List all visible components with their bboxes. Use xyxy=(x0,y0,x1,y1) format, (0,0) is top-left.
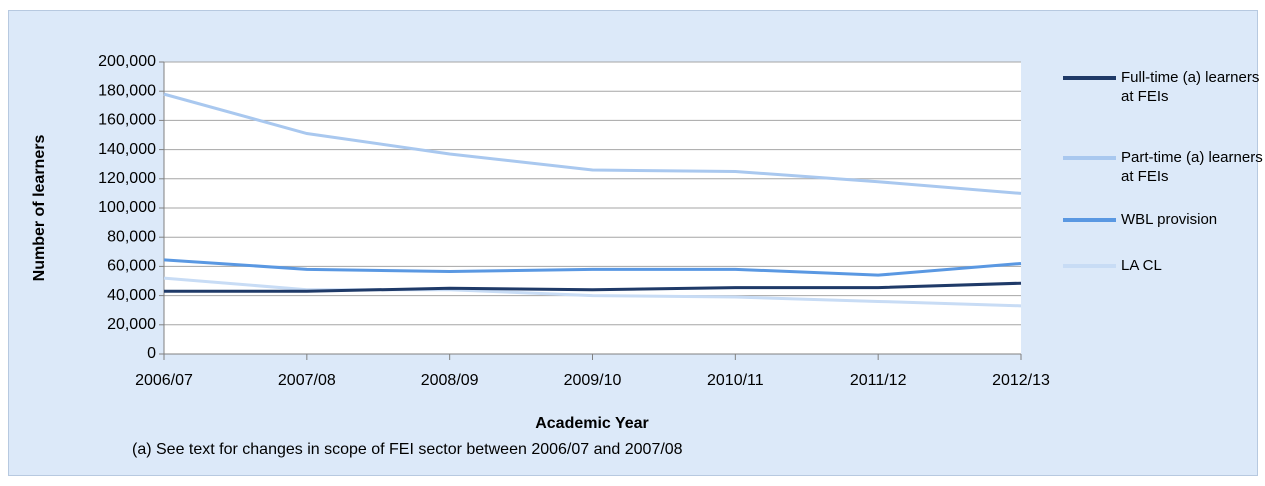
series-line xyxy=(164,281,1022,293)
y-tick-label: 100,000 xyxy=(98,199,156,216)
legend-label: LA CL xyxy=(1121,257,1162,274)
y-tick-label: 160,000 xyxy=(98,112,156,129)
y-tick-label: 20,000 xyxy=(107,316,156,333)
x-tick-label: 2009/10 xyxy=(564,372,622,389)
y-tick-label: 180,000 xyxy=(98,82,156,99)
series-line xyxy=(163,92,1022,195)
x-tick-label: 2012/13 xyxy=(992,372,1050,389)
x-tick-label: 2007/08 xyxy=(278,372,336,389)
y-tick-label: 120,000 xyxy=(98,170,156,187)
series-line xyxy=(163,258,1022,277)
x-axis-title: Academic Year xyxy=(535,415,649,432)
y-tick-label: 60,000 xyxy=(107,258,156,275)
y-tick-label: 200,000 xyxy=(98,53,156,70)
legend-label: Part-time (a) learners at FEIs xyxy=(1121,149,1263,185)
y-axis-title: Number of learners xyxy=(31,135,48,282)
y-tick-label: 0 xyxy=(147,345,156,362)
y-tick-label: 80,000 xyxy=(107,228,156,245)
x-tick-label: 2008/09 xyxy=(421,372,479,389)
footnote: (a) See text for changes in scope of FEI… xyxy=(132,441,683,458)
legend-label: WBL provision xyxy=(1121,211,1218,228)
x-tick-label: 2006/07 xyxy=(135,372,193,389)
y-tick-label: 40,000 xyxy=(107,287,156,304)
y-tick-label: 140,000 xyxy=(98,141,156,158)
x-tick-label: 2010/11 xyxy=(707,372,764,389)
x-tick-label: 2011/12 xyxy=(850,372,907,389)
legend-label: Full-time (a) learners at FEIs xyxy=(1121,69,1260,105)
